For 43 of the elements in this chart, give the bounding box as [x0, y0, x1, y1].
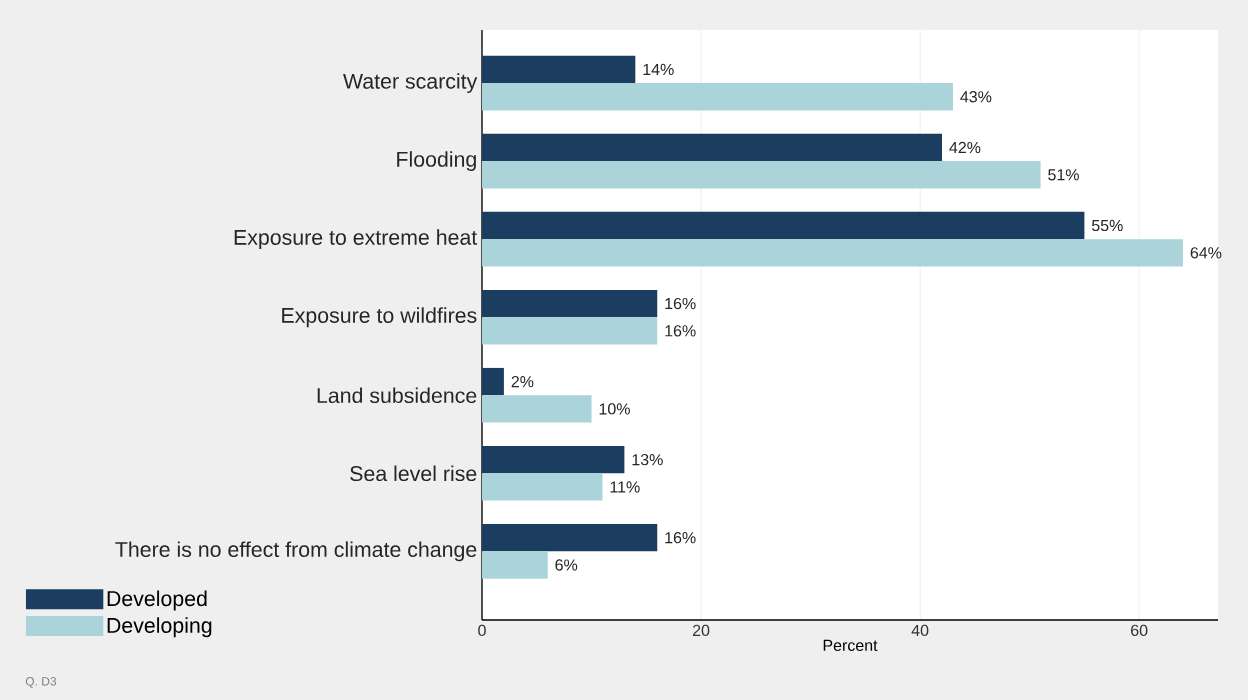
data-label: 42%: [949, 141, 981, 154]
y-tick-label: Exposure to extreme heat: [234, 229, 478, 250]
bar: [482, 551, 548, 579]
data-label: 16%: [665, 325, 696, 337]
bar: [482, 211, 1085, 240]
bar: [482, 445, 625, 474]
data-label: 43%: [960, 91, 992, 103]
bar: [482, 317, 658, 345]
data-label: 10%: [599, 403, 630, 415]
bar: [482, 367, 504, 396]
x-tick-label: 0: [478, 624, 486, 637]
y-tick-label: Sea level rise: [350, 465, 477, 482]
legend-label: Developed: [107, 590, 207, 611]
data-label: 51%: [1048, 169, 1079, 181]
data-label: 14%: [643, 63, 674, 75]
data-label: 64%: [1190, 247, 1222, 259]
bar: [482, 55, 636, 84]
bar: [482, 524, 658, 552]
text: Q. D3: [25, 677, 57, 688]
data-label: 55%: [1091, 219, 1123, 232]
x-tick-label: 60: [1131, 624, 1148, 637]
bar: [482, 83, 953, 111]
x-axis-title: Percent: [823, 639, 878, 652]
bar: [482, 239, 1183, 267]
y-tick-label: Exposure to wildfires: [282, 307, 477, 328]
y-tick-label: Land subsidence: [317, 387, 477, 404]
y-tick-label: Water scarcity: [343, 73, 478, 94]
data-label: 11%: [610, 481, 640, 493]
legend-label: Developing: [107, 617, 212, 638]
bar: [482, 395, 592, 423]
y-tick-label: There is no effect from climate change: [115, 541, 477, 562]
x-tick-label: 40: [911, 624, 929, 637]
data-label: 2%: [511, 375, 534, 388]
data-label: 16%: [665, 532, 696, 544]
y-tick-label: Flooding: [397, 151, 476, 172]
x-tick-label: 20: [692, 624, 710, 637]
data-label: 13%: [632, 453, 663, 466]
bar: [482, 161, 1041, 189]
bar: [482, 133, 942, 162]
data-label: 16%: [665, 297, 696, 310]
bar: [482, 289, 658, 318]
data-label: 6%: [555, 559, 578, 571]
bar: [482, 473, 603, 501]
